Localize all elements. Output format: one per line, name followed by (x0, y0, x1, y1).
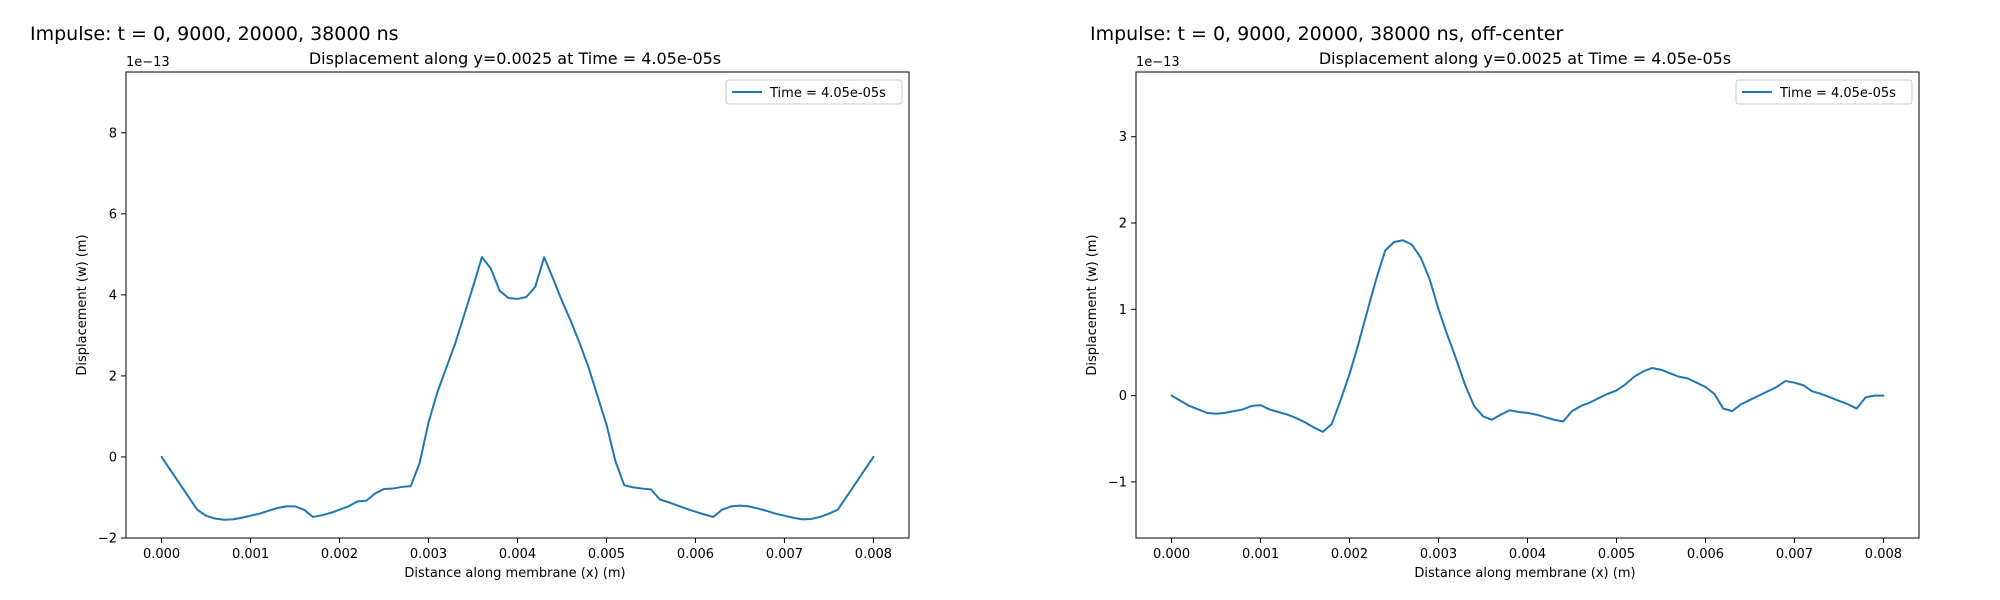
x-axis-label-right: Distance along membrane (x) (m) (1414, 566, 1635, 581)
legend-entry-left: Time = 4.05e-05s (769, 86, 886, 101)
x-tick-label: 0.004 (499, 547, 536, 562)
series-line-left (160, 256, 875, 521)
suptitle-right: Impulse: t = 0, 9000, 20000, 38000 ns, o… (1090, 23, 1563, 45)
x-tick-label: 0.007 (1776, 547, 1813, 562)
x-tick-label: 0.003 (410, 547, 447, 562)
plot-area-right: 0.000 0.001 0.002 0.003 0.004 0.005 0.006 0.007… (1108, 71, 1920, 562)
x-tick-label: 0.000 (1153, 547, 1190, 562)
suptitle-left: Impulse: t = 0, 9000, 20000, 38000 ns (30, 23, 399, 45)
x-tick-label: 0.008 (855, 547, 892, 562)
y-tick-label: −2 (98, 532, 117, 547)
y-tick-label: −1 (1108, 475, 1127, 490)
series-line-right (1170, 239, 1885, 433)
x-tick-label: 0.000 (143, 547, 180, 562)
x-tick-label: 0.005 (588, 547, 625, 562)
subplot-right: Impulse: t = 0, 9000, 20000, 38000 ns, o… (1085, 23, 1920, 581)
y-tick-label: 2 (109, 369, 117, 384)
x-tick-label: 0.003 (1420, 547, 1457, 562)
x-tick-label: 0.001 (232, 547, 269, 562)
legend-right: Time = 4.05e-05s (1735, 79, 1913, 105)
y-tick-label: 1 (1119, 303, 1127, 318)
x-tick-label: 0.002 (1331, 547, 1368, 562)
x-tick-label: 0.001 (1242, 547, 1279, 562)
y-tick-label: 6 (109, 207, 117, 222)
legend-entry-right: Time = 4.05e-05s (1779, 86, 1896, 101)
x-tick-label: 0.004 (1509, 547, 1546, 562)
x-axis-label-left: Distance along membrane (x) (m) (404, 566, 625, 581)
legend-frame-left (725, 79, 903, 105)
legend-left: Time = 4.05e-05s (725, 79, 903, 105)
subplot-left: Impulse: t = 0, 9000, 20000, 38000 ns Di… (30, 23, 910, 581)
x-tick-label: 0.007 (766, 547, 803, 562)
y-tick-label: 4 (109, 288, 117, 303)
legend-frame-right (1735, 79, 1913, 105)
y-offset-label-left: 1e−13 (126, 55, 170, 70)
x-tick-label: 0.002 (321, 547, 358, 562)
x-tick-label: 0.008 (1865, 547, 1902, 562)
y-axis-label-right: Displacement (w) (m) (1085, 234, 1100, 375)
y-tick-label: 3 (1119, 130, 1127, 145)
y-offset-label-right: 1e−13 (1136, 55, 1180, 70)
x-tick-label: 0.005 (1598, 547, 1635, 562)
plot-area-left: 0.000 0.001 0.002 0.003 0.004 0.005 0.006 0.007… (98, 71, 910, 562)
axes-title-left: Displacement along y=0.0025 at Time = 4.… (309, 49, 721, 68)
y-tick-label: 2 (1119, 217, 1127, 232)
axes-title-right: Displacement along y=0.0025 at Time = 4.… (1319, 49, 1731, 68)
y-axis-label-left: Displacement (w) (m) (75, 234, 90, 375)
y-tick-label: 8 (109, 126, 117, 141)
y-tick-label: 0 (1119, 389, 1127, 404)
x-tick-label: 0.006 (677, 547, 714, 562)
x-tick-label: 0.006 (1687, 547, 1724, 562)
y-tick-label: 0 (109, 450, 117, 465)
